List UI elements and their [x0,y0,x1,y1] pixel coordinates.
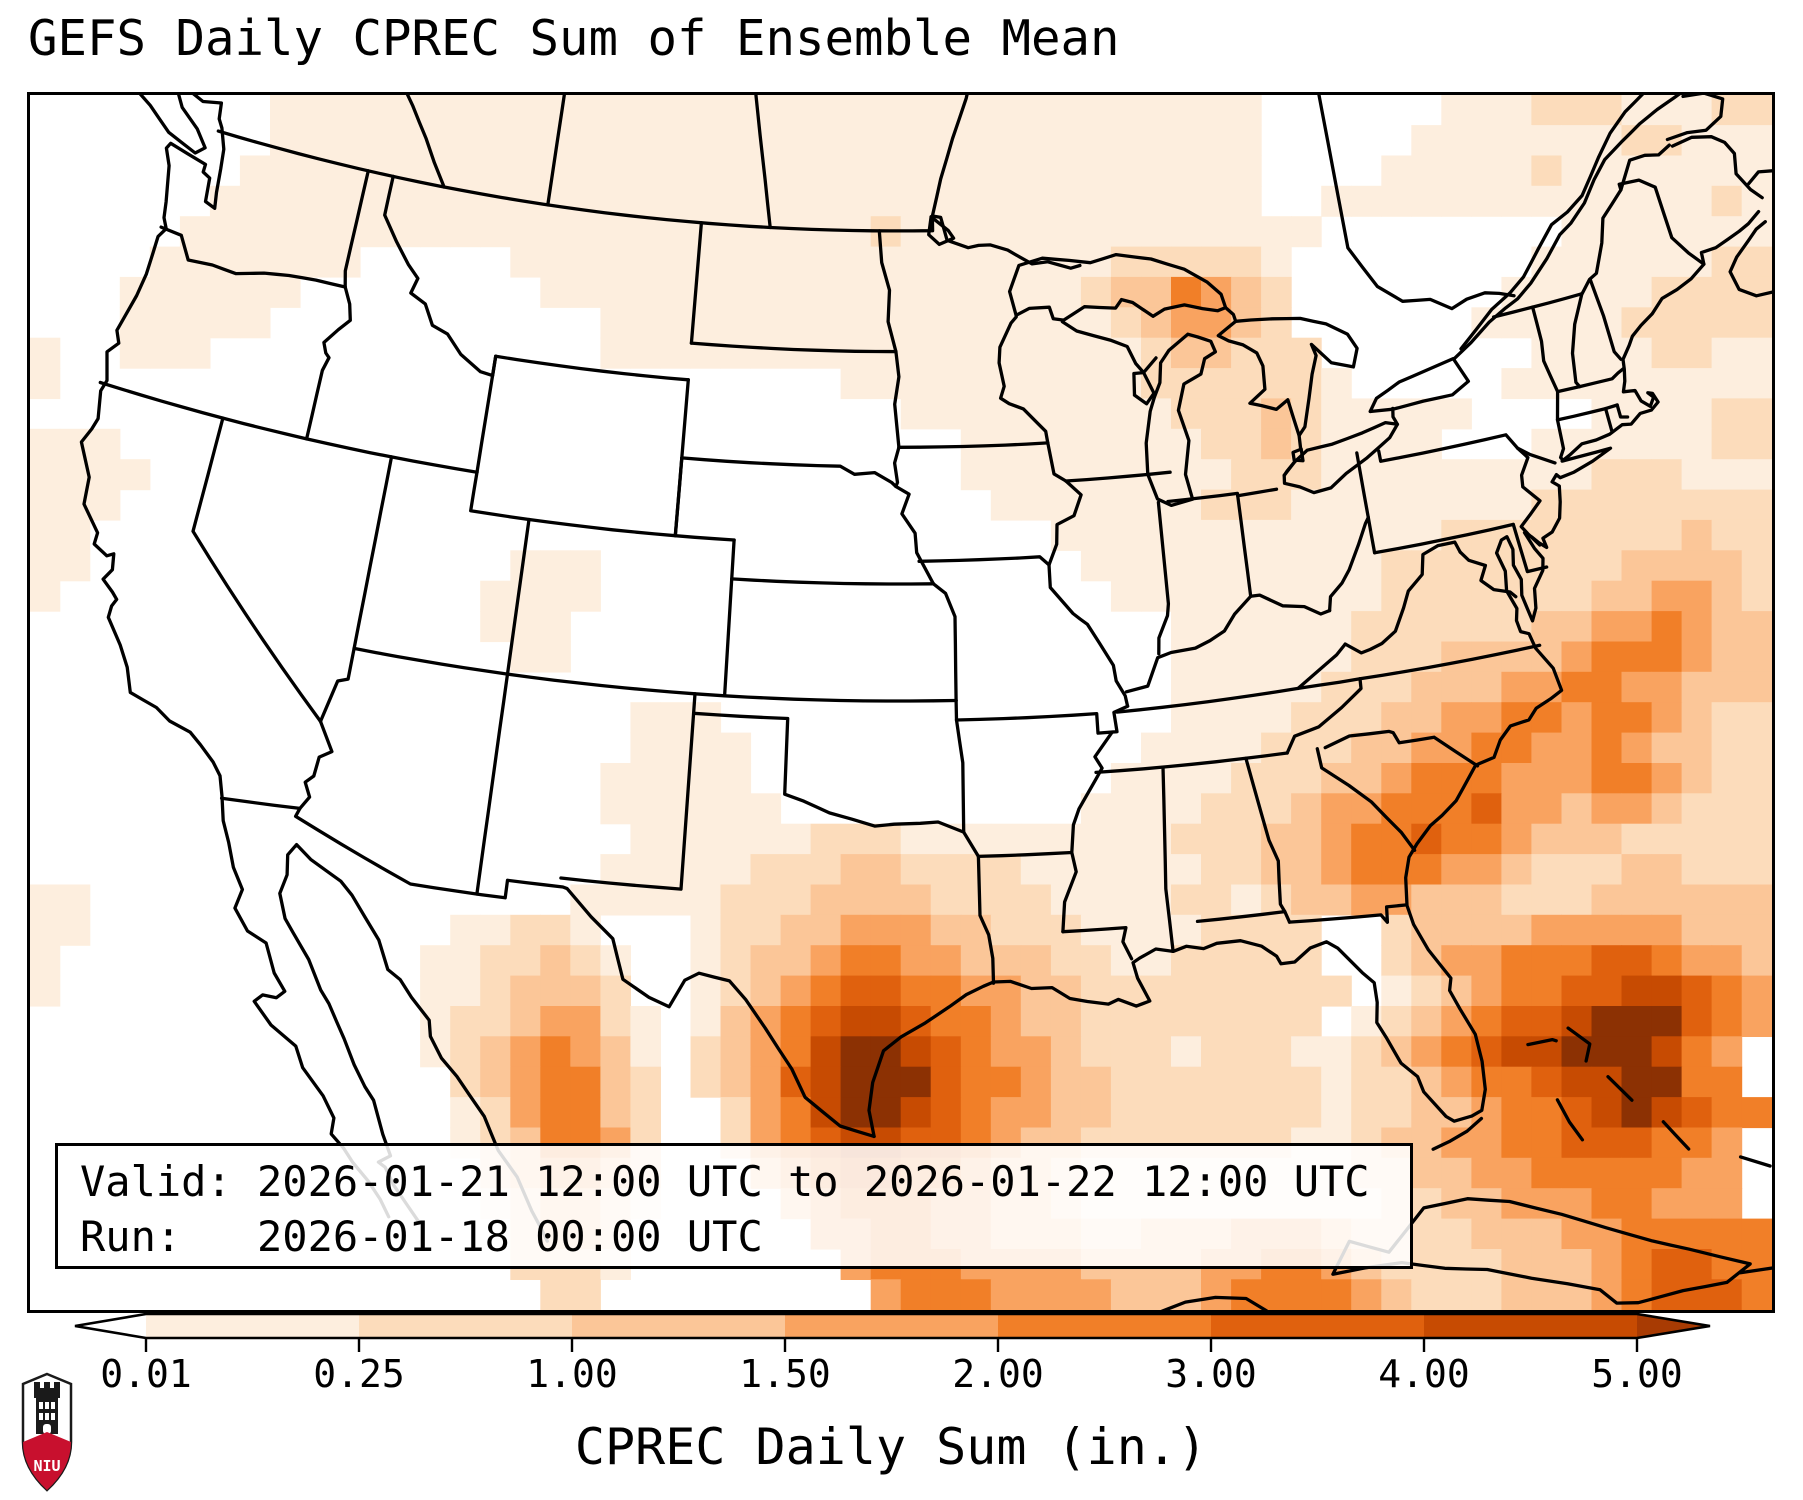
coastlines-and-borders [79,95,1772,1310]
niu-logo: NIU [21,1372,73,1492]
castle-windows [39,1402,55,1434]
valid-run-info-box: Valid: 2026-01-21 12:00 UTC to 2026-01-2… [55,1143,1413,1269]
map-frame: Valid: 2026-01-21 12:00 UTC to 2026-01-2… [27,92,1775,1313]
colorbar [74,1313,1711,1352]
colorbar-tick-label: 1.00 [526,1352,618,1396]
run-time-text: Run: 2026-01-18 00:00 UTC [80,1212,763,1261]
colorbar-tick-label: 5.00 [1591,1352,1683,1396]
colorbar-tick-label: 0.25 [313,1352,405,1396]
colorbar-axis-label: CPREC Daily Sum (in.) [574,1418,1208,1476]
logo-text: NIU [33,1457,60,1475]
colorbar-tick-label: 2.00 [952,1352,1044,1396]
figure-title: GEFS Daily CPREC Sum of Ensemble Mean [28,10,1120,67]
colorbar-tick-label: 4.00 [1378,1352,1470,1396]
castle-icon [34,1382,60,1398]
colorbar-tick-label: 1.50 [739,1352,831,1396]
valid-time-text: Valid: 2026-01-21 12:00 UTC to 2026-01-2… [80,1157,1370,1206]
colorbar-tick-label: 0.01 [100,1352,192,1396]
map-canvas [30,95,1772,1310]
colorbar-tick-label: 3.00 [1165,1352,1257,1396]
logo-red-band [23,1432,71,1490]
